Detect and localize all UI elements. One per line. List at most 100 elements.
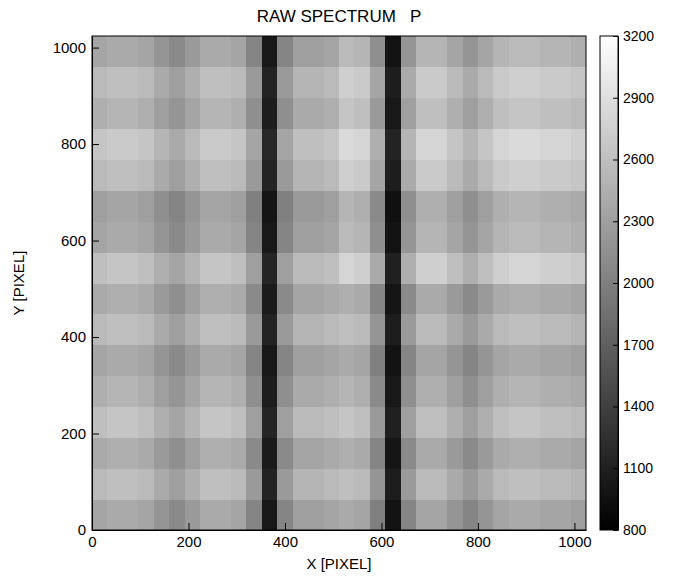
color-tick: 2900 xyxy=(613,90,654,106)
heatmap-cell xyxy=(493,221,509,252)
heatmap-cell xyxy=(478,67,494,98)
heatmap-cell xyxy=(447,36,463,67)
heatmap-cell xyxy=(416,314,432,345)
heatmap-cell xyxy=(555,190,571,221)
heatmap-cell xyxy=(524,468,540,499)
heatmap-cell xyxy=(277,314,293,345)
heatmap-cell xyxy=(339,376,355,407)
heatmap-cell xyxy=(277,190,293,221)
heatmap-cell xyxy=(277,36,293,67)
heatmap-cell xyxy=(493,36,509,67)
heatmap-cell xyxy=(463,67,479,98)
heatmap-cell xyxy=(246,499,262,530)
heatmap-cell xyxy=(432,190,448,221)
heatmap-cell xyxy=(216,190,232,221)
heatmap-cell xyxy=(354,160,370,191)
heatmap-cell xyxy=(293,98,309,129)
heatmap-cell xyxy=(416,499,432,530)
heatmap-cell xyxy=(138,437,154,468)
heatmap-cell xyxy=(154,407,170,438)
y-tick-mark xyxy=(92,530,99,531)
heatmap-cell xyxy=(169,129,185,160)
heatmap-cell xyxy=(571,407,586,438)
heatmap-cell xyxy=(154,437,170,468)
heatmap-cell xyxy=(324,160,340,191)
heatmap-cell xyxy=(478,314,494,345)
color-tick: 2600 xyxy=(613,151,654,167)
heatmap-cell xyxy=(447,221,463,252)
x-axis-title: X [PIXEL] xyxy=(306,555,371,572)
heatmap-cell xyxy=(339,160,355,191)
heatmap-cell xyxy=(169,160,185,191)
heatmap-cell xyxy=(123,252,139,283)
heatmap-cell xyxy=(354,129,370,160)
heatmap-cell xyxy=(324,499,340,530)
heatmap-cell xyxy=(107,160,123,191)
heatmap-cell xyxy=(493,314,509,345)
heatmap-cell xyxy=(555,160,571,191)
heatmap-cell xyxy=(308,36,324,67)
heatmap-cell xyxy=(524,160,540,191)
heatmap-cell xyxy=(169,345,185,376)
heatmap-cell xyxy=(416,67,432,98)
heatmap-cell xyxy=(509,314,525,345)
heatmap-cell xyxy=(555,283,571,314)
heatmap-cell xyxy=(324,376,340,407)
heatmap-cell xyxy=(262,221,278,252)
heatmap-cell xyxy=(432,376,448,407)
color-tick-label: 800 xyxy=(623,522,647,538)
heatmap-cell xyxy=(200,345,216,376)
heatmap-cell xyxy=(385,67,401,98)
heatmap-cell xyxy=(138,499,154,530)
heatmap-cell xyxy=(216,437,232,468)
heatmap-cell xyxy=(107,221,123,252)
y-tick: 200 xyxy=(61,425,99,442)
heatmap-cell xyxy=(509,437,525,468)
x-tick-label: 200 xyxy=(176,533,201,550)
heatmap-cell xyxy=(231,160,247,191)
heatmap-cell xyxy=(185,376,201,407)
heatmap-cell xyxy=(478,221,494,252)
x-axis-line xyxy=(93,530,587,531)
heatmap-cell xyxy=(478,437,494,468)
heatmap-cell xyxy=(262,98,278,129)
y-tick-label: 0 xyxy=(78,521,86,538)
heatmap-cell xyxy=(478,36,494,67)
heatmap-cell xyxy=(401,345,417,376)
color-tick-label: 2900 xyxy=(623,90,654,106)
heatmap-cell xyxy=(447,407,463,438)
heatmap-cell xyxy=(200,36,216,67)
heatmap-cell xyxy=(185,407,201,438)
y-tick-label: 1000 xyxy=(53,39,86,56)
color-tick-mark xyxy=(613,221,618,222)
heatmap-cell xyxy=(154,345,170,376)
heatmap-cell xyxy=(154,98,170,129)
heatmap-cell xyxy=(416,221,432,252)
heatmap-cell xyxy=(385,345,401,376)
heatmap-cell xyxy=(401,67,417,98)
heatmap-cell xyxy=(216,407,232,438)
heatmap-cell xyxy=(246,129,262,160)
heatmap-cell xyxy=(200,468,216,499)
heatmap-cell xyxy=(432,468,448,499)
heatmap-cell xyxy=(555,129,571,160)
heatmap-cell xyxy=(185,67,201,98)
heatmap-cell xyxy=(277,252,293,283)
heatmap-cell xyxy=(509,67,525,98)
heatmap-cell xyxy=(200,314,216,345)
heatmap-cell xyxy=(185,129,201,160)
heatmap-cell xyxy=(231,221,247,252)
heatmap-cell xyxy=(277,160,293,191)
heatmap-cell xyxy=(447,252,463,283)
heatmap-cell xyxy=(416,252,432,283)
heatmap-cell xyxy=(185,437,201,468)
heatmap-cell xyxy=(262,129,278,160)
heatmap-cell xyxy=(200,252,216,283)
heatmap-cell xyxy=(308,160,324,191)
heatmap-cell xyxy=(92,67,108,98)
heatmap-cell xyxy=(401,468,417,499)
y-tick-label: 800 xyxy=(61,135,86,152)
heatmap-cell xyxy=(169,499,185,530)
heatmap-cell xyxy=(324,190,340,221)
heatmap-cell xyxy=(262,36,278,67)
